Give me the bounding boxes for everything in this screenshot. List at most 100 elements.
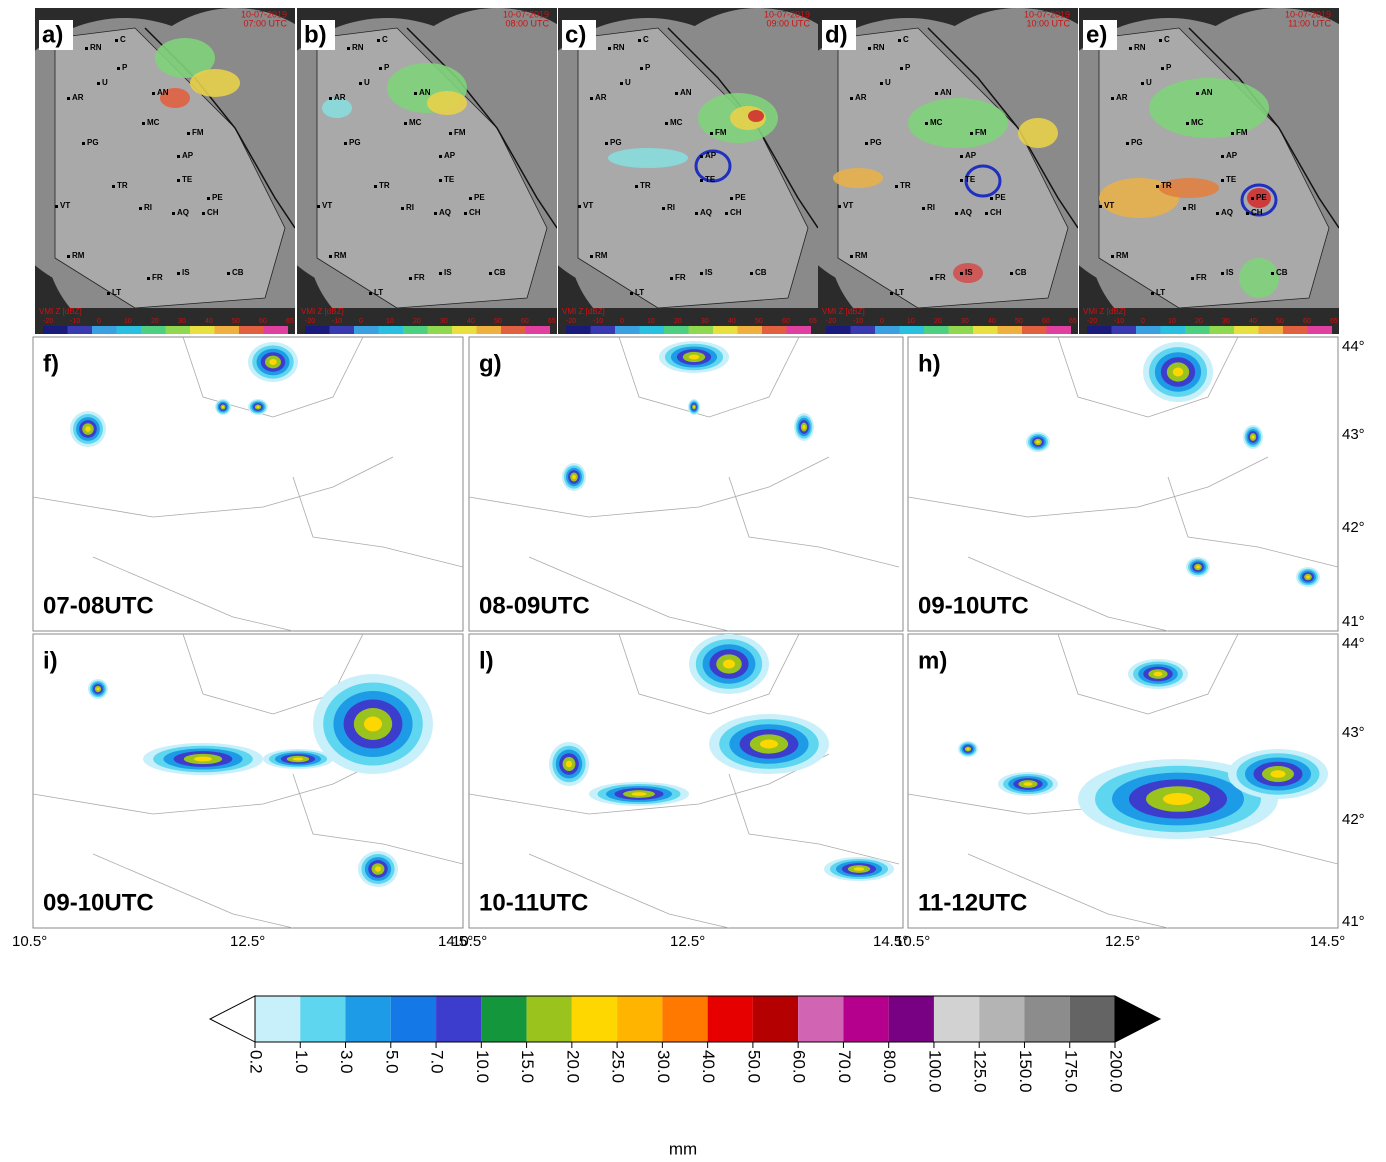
radar-colorbar-tick: 10 xyxy=(1168,318,1176,325)
city-dot xyxy=(955,212,958,215)
city-label: RI xyxy=(1188,203,1196,212)
city-label: PG xyxy=(349,138,361,147)
radar-colorbar-swatch xyxy=(305,326,330,334)
radar-colorbar-title: VMI Z [dBZ] xyxy=(822,307,865,316)
precip-panel: g)08-09UTC xyxy=(469,337,903,631)
radar-colorbar-tick: 10 xyxy=(647,318,655,325)
city-label: PE xyxy=(1256,193,1267,202)
panel-label: m) xyxy=(918,647,947,674)
radar-colorbar-tick: 30 xyxy=(961,318,969,325)
radar-colorbar-swatch xyxy=(998,326,1023,334)
city-label: TR xyxy=(1161,181,1172,190)
city-label: FM xyxy=(454,128,466,137)
city-dot xyxy=(1231,132,1234,135)
city-dot xyxy=(700,155,703,158)
radar-colorbar-tick: -20 xyxy=(566,318,576,325)
precip-blob xyxy=(222,406,224,408)
colorbar-label: 7.0 xyxy=(428,1050,447,1074)
city-label: AQ xyxy=(439,208,451,217)
city-dot xyxy=(1183,207,1186,210)
city-label: LT xyxy=(1156,288,1165,297)
city-dot xyxy=(935,92,938,95)
echo xyxy=(908,98,1008,148)
radar-colorbar-swatch xyxy=(1234,326,1259,334)
city-label: AR xyxy=(1116,93,1128,102)
city-label: CH xyxy=(730,208,742,217)
longitude-tick: 10.5° xyxy=(12,933,47,950)
city-label: RN xyxy=(90,43,102,52)
radar-colorbar-tick: 20 xyxy=(934,318,942,325)
precip-blob xyxy=(1173,368,1184,377)
radar-colorbar-swatch xyxy=(826,326,851,334)
period-label: 09-10UTC xyxy=(918,592,1029,619)
radar-colorbar-tick: -20 xyxy=(305,318,315,325)
radar-colorbar-swatch xyxy=(689,326,714,334)
radar-time: 09:00 UTC xyxy=(766,18,810,28)
panel-label: d) xyxy=(825,21,848,48)
city-dot xyxy=(638,39,641,42)
radar-colorbar-swatch xyxy=(615,326,640,334)
city-dot xyxy=(838,205,841,208)
city-dot xyxy=(850,255,853,258)
latitude-tick: 43° xyxy=(1342,724,1365,741)
precip-panel: m)11-12UTC xyxy=(908,634,1338,928)
colorbar-swatch xyxy=(798,996,843,1042)
city-dot xyxy=(409,277,412,280)
city-dot xyxy=(329,97,332,100)
radar-colorbar-swatch xyxy=(738,326,763,334)
radar-colorbar-tick: 50 xyxy=(494,318,502,325)
colorbar-swatch xyxy=(1024,996,1069,1042)
colorbar-label: 15.0 xyxy=(518,1050,537,1083)
colorbar-under xyxy=(210,996,255,1042)
precip-panel: h)09-10UTC xyxy=(908,337,1338,631)
colorbar-label: 100.0 xyxy=(925,1050,944,1093)
city-label: CH xyxy=(207,208,219,217)
city-dot xyxy=(1126,142,1129,145)
precip-blob xyxy=(689,355,700,360)
city-label: C xyxy=(643,35,649,44)
precip-blob xyxy=(854,867,865,871)
radar-colorbar-title: VMI Z [dBZ] xyxy=(301,307,344,316)
city-dot xyxy=(1246,212,1249,215)
radar-colorbar-swatch xyxy=(403,326,428,334)
radar-colorbar-swatch xyxy=(900,326,925,334)
panel-label: f) xyxy=(43,350,59,377)
radar-colorbar-tick: 0 xyxy=(880,318,884,325)
city-label: FR xyxy=(675,273,686,282)
radar-colorbar-tick: 65 xyxy=(548,318,556,325)
city-label: RM xyxy=(334,251,347,260)
colorbar-label: 30.0 xyxy=(654,1050,673,1083)
city-label: TE xyxy=(965,175,976,184)
radar-colorbar-tick: -20 xyxy=(43,318,53,325)
city-label: AQ xyxy=(960,208,972,217)
city-dot xyxy=(177,155,180,158)
city-dot xyxy=(1111,255,1114,258)
city-dot xyxy=(1010,272,1013,275)
city-dot xyxy=(177,272,180,275)
radar-colorbar-tick: -10 xyxy=(593,318,603,325)
precip-blob xyxy=(269,359,277,365)
city-label: AR xyxy=(72,93,84,102)
panel-label: g) xyxy=(479,350,502,377)
longitude-tick: 12.5° xyxy=(670,933,705,950)
radar-colorbar-swatch xyxy=(1087,326,1112,334)
radar-colorbar-tick: 65 xyxy=(809,318,817,325)
city-label: MC xyxy=(1191,118,1204,127)
city-label: IS xyxy=(182,268,190,277)
colorbar-label: 175.0 xyxy=(1061,1050,1080,1093)
city-dot xyxy=(1196,92,1199,95)
radar-colorbar-swatch xyxy=(1185,326,1210,334)
radar-colorbar-tick: 40 xyxy=(988,318,996,325)
city-dot xyxy=(1159,39,1162,42)
city-label: MC xyxy=(670,118,683,127)
city-label: CB xyxy=(755,268,767,277)
radar-colorbar-swatch xyxy=(452,326,477,334)
city-dot xyxy=(107,292,110,295)
city-dot xyxy=(990,197,993,200)
city-dot xyxy=(640,67,643,70)
city-label: VT xyxy=(583,201,593,210)
city-dot xyxy=(97,82,100,85)
radar-colorbar-swatch xyxy=(141,326,166,334)
city-dot xyxy=(880,82,883,85)
precip-panel: f)07-08UTC xyxy=(33,337,463,631)
